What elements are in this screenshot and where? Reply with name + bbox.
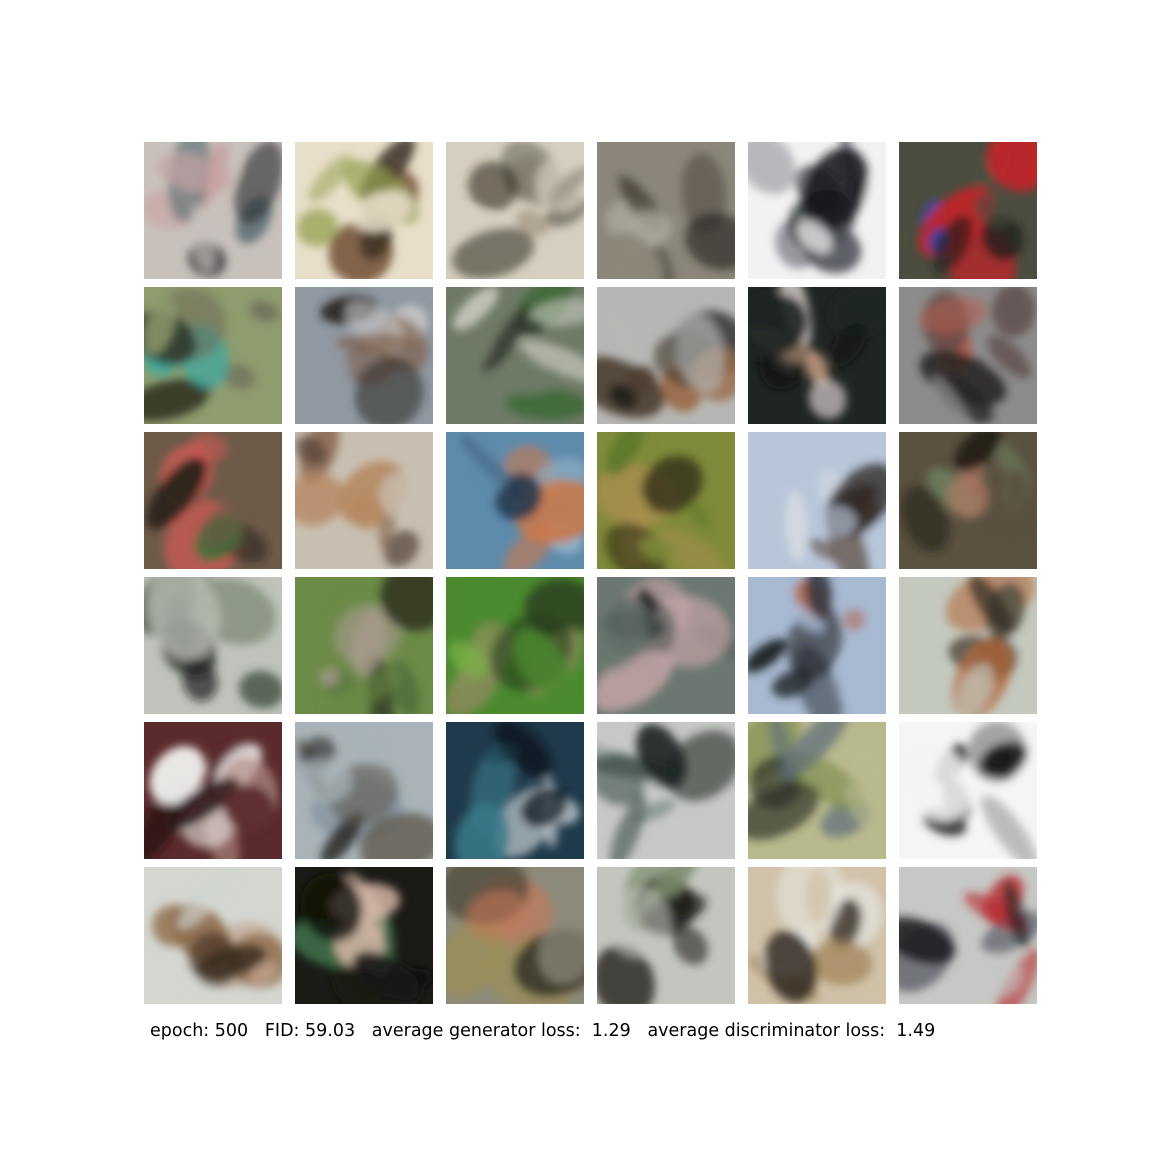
generated-sample-r3-c4 [597,432,735,569]
generated-sample-r6-c3 [446,867,584,1004]
generated-sample-r5-c4 [597,722,735,859]
generated-sample-r4-c5 [748,577,886,714]
generated-sample-r4-c4 [597,577,735,714]
generated-sample-r6-c6 [899,867,1037,1004]
generated-sample-r4-c1 [144,577,282,714]
generated-sample-r2-c2 [295,287,433,424]
generated-sample-r1-c1 [144,142,282,279]
generated-sample-r3-c1 [144,432,282,569]
generated-sample-r6-c1 [144,867,282,1004]
generated-sample-r3-c3 [446,432,584,569]
generated-sample-r3-c2 [295,432,433,569]
generated-sample-r1-c3 [446,142,584,279]
generated-sample-r3-c5 [748,432,886,569]
generated-sample-r2-c1 [144,287,282,424]
generated-sample-r5-c1 [144,722,282,859]
generated-sample-r2-c3 [446,287,584,424]
generated-sample-r4-c2 [295,577,433,714]
generated-sample-r3-c6 [899,432,1037,569]
generated-sample-r6-c5 [748,867,886,1004]
generated-sample-r5-c5 [748,722,886,859]
sample-grid [144,142,1037,1004]
generated-sample-r4-c6 [899,577,1037,714]
generated-sample-r2-c4 [597,287,735,424]
generated-sample-r2-c5 [748,287,886,424]
generated-sample-r1-c6 [899,142,1037,279]
generated-sample-r2-c6 [899,287,1037,424]
generated-sample-r5-c6 [899,722,1037,859]
generated-sample-r5-c3 [446,722,584,859]
generated-sample-r6-c4 [597,867,735,1004]
generated-sample-r1-c5 [748,142,886,279]
training-stats-caption: epoch: 500 FID: 59.03 average generator … [150,1021,936,1041]
generated-sample-r4-c3 [446,577,584,714]
generated-sample-r6-c2 [295,867,433,1004]
generated-sample-r1-c4 [597,142,735,279]
generated-sample-r5-c2 [295,722,433,859]
generated-sample-r1-c2 [295,142,433,279]
